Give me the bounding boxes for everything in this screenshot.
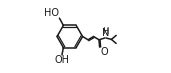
Text: N: N [102, 28, 109, 38]
Text: HO: HO [44, 8, 59, 18]
Text: O: O [100, 47, 108, 57]
Text: H: H [102, 27, 109, 36]
Text: OH: OH [54, 55, 69, 65]
